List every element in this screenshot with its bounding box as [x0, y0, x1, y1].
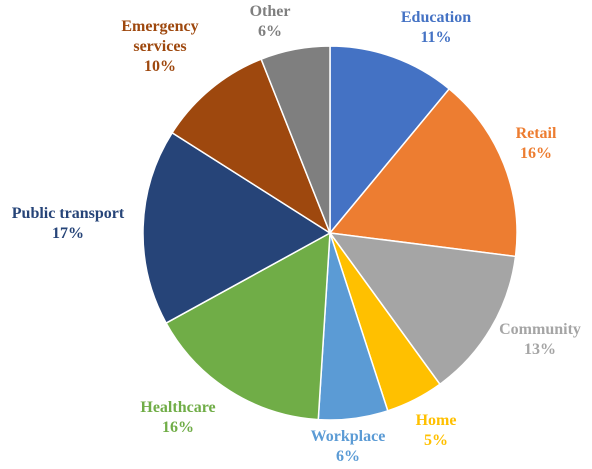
data-label-public-transport: Public transport 17%	[12, 205, 125, 242]
data-label-education: Education 11%	[401, 9, 471, 46]
pie-slice-retail	[328, 87, 518, 258]
data-label-healthcare: Healthcare 16%	[140, 399, 215, 436]
data-label-retail: Retail 16%	[516, 125, 557, 162]
data-label-value: 16%	[520, 145, 552, 162]
data-label-category: Retail	[516, 125, 557, 142]
data-label-value: 6%	[336, 448, 360, 465]
data-label-workplace: Workplace 6%	[311, 428, 386, 465]
data-label-value: 10%	[144, 58, 176, 75]
data-label-value: 6%	[258, 23, 282, 40]
data-label-value: 17%	[52, 225, 84, 242]
pie-slice-community	[328, 232, 517, 386]
data-label-emergency-services: Emergency services 10%	[121, 18, 198, 75]
data-label-category: Workplace	[311, 428, 386, 445]
pie-slices	[142, 45, 518, 421]
pie-slice-public-transport	[142, 131, 332, 325]
data-label-category: Community	[499, 321, 581, 338]
pie-labels: Education 11% Retail 16% Community 13% Home 5% W…	[12, 3, 581, 465]
data-label-home: Home 5%	[416, 412, 457, 449]
data-label-community: Community 13%	[499, 321, 581, 358]
data-label-value: 11%	[420, 29, 451, 46]
data-label-category: Public transport	[12, 205, 125, 222]
data-label-category: Emergency	[121, 18, 198, 35]
pie-slice-emergency-services	[171, 58, 332, 235]
pie-slice-healthcare	[165, 231, 331, 421]
data-label-category: services	[133, 38, 186, 55]
data-label-category: Education	[401, 9, 471, 26]
pie-slice-other	[260, 45, 331, 234]
data-label-value: 5%	[424, 432, 448, 449]
data-label-other: Other 6%	[250, 3, 291, 40]
data-label-category: Healthcare	[140, 399, 215, 416]
data-label-value: 16%	[162, 419, 194, 436]
data-label-category: Other	[250, 3, 291, 20]
pie-slice-education	[329, 45, 451, 236]
data-label-category: Home	[416, 412, 457, 429]
data-label-value: 13%	[524, 341, 556, 358]
